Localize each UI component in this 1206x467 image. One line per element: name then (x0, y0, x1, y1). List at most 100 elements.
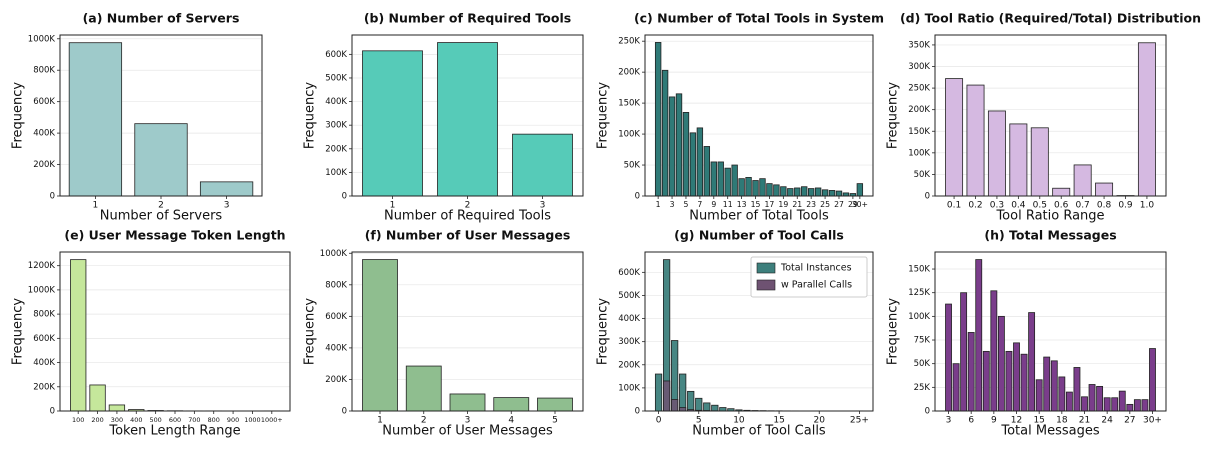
plot-frame (351, 251, 584, 412)
x-tick-label: 1 (93, 201, 99, 211)
y-tick-label: 500K (618, 291, 640, 301)
bar (745, 177, 752, 197)
y-tick-label: 600K (325, 312, 347, 322)
y-tick-label: 150K (908, 265, 930, 275)
x-tick-label: 0.1 (947, 201, 961, 211)
y-axis-label: Frequency (886, 82, 901, 149)
x-tick-label: 0.9 (1118, 201, 1133, 211)
y-axis-label: Frequency (303, 298, 318, 365)
y-tick-label: 200K (908, 105, 930, 115)
y-tick-label: 800K (33, 310, 55, 320)
bar (108, 404, 126, 412)
x-tick-label: 900 (227, 416, 239, 424)
x-tick-label: 1000+ (261, 416, 283, 424)
bar (134, 123, 188, 197)
x-tick-label: 0.2 (968, 201, 982, 211)
bar (975, 259, 983, 412)
legend-swatch (756, 262, 776, 274)
bar (1013, 342, 1020, 412)
bar (835, 190, 843, 197)
x-tick-label: 3 (946, 416, 952, 426)
y-tick-label: 300K (908, 62, 930, 72)
y-tick-label: 150K (618, 99, 640, 109)
x-axis-label: Tool Ratio Range (995, 209, 1104, 224)
y-tick-label: 50K (624, 161, 641, 171)
bar (987, 110, 1006, 197)
y-tick-label: 0 (635, 407, 640, 417)
bar (717, 161, 724, 197)
bar (654, 42, 662, 197)
x-tick-label: 700 (188, 416, 200, 424)
x-axis-label: Total Messages (1000, 424, 1099, 439)
x-tick-label: 10 (733, 416, 745, 426)
y-tick-label: 25K (914, 383, 931, 393)
x-tick-label: 1 (656, 200, 661, 209)
plot-frame (644, 34, 874, 197)
bar (661, 69, 669, 197)
y-tick-label: 250K (908, 84, 930, 94)
x-tick-label: 200 (91, 416, 103, 424)
bar (1081, 396, 1088, 412)
bar (405, 365, 442, 412)
bar (967, 332, 975, 412)
bar (1058, 376, 1066, 412)
y-tick-label: 0 (342, 192, 347, 202)
bar (719, 407, 727, 412)
x-tick-label: 0.5 (1033, 201, 1047, 211)
chart-title: (c) Number of Total Tools in System (634, 11, 884, 26)
bar (773, 184, 780, 197)
bar (654, 373, 663, 412)
y-axis-label: Frequency (886, 298, 901, 365)
bar (759, 178, 766, 197)
legend-box (750, 256, 868, 298)
chart-title: (d) Tool Ratio (Required/Total) Distribu… (900, 11, 1201, 26)
bar (449, 393, 486, 412)
bar (1149, 348, 1156, 412)
y-tick-label: 200K (618, 360, 640, 370)
y-tick-label: 600K (325, 50, 347, 60)
y-tick-label: 300K (325, 121, 347, 131)
y-tick-label: 200K (33, 160, 55, 170)
x-tick-label: 13 (737, 200, 747, 209)
y-tick-label: 600K (618, 268, 640, 278)
x-tick-label: 9 (711, 200, 716, 209)
y-axis-label: Frequency (596, 82, 611, 149)
plot-frame (59, 34, 263, 197)
x-tick-label: 12 (1011, 416, 1022, 426)
bar (695, 397, 703, 412)
x-tick-label: 30+ (852, 200, 868, 209)
y-tick-label: 100K (908, 148, 930, 158)
bar (89, 384, 106, 412)
chart-title: (e) User Message Token Length (64, 228, 285, 243)
x-tick-label: 1 (377, 416, 383, 426)
bar (1030, 127, 1049, 197)
x-tick-label: 2 (421, 416, 427, 426)
bar (1065, 391, 1073, 412)
y-tick-label: 0 (342, 407, 347, 417)
y-tick-label: 100K (908, 312, 930, 322)
chart-title: (b) Number of Required Tools (364, 11, 571, 26)
y-tick-label: 350K (908, 40, 930, 50)
x-tick-label: 23 (806, 200, 816, 209)
bar (1020, 353, 1028, 412)
x-axis-label: Number of Required Tools (384, 209, 551, 224)
plot-frame (351, 34, 584, 197)
bar (752, 180, 759, 197)
bar (1035, 379, 1043, 412)
x-tick-label: 5 (684, 200, 689, 209)
x-tick-label: 300 (111, 416, 123, 424)
y-tick-label: 0 (50, 192, 55, 202)
bar (821, 189, 829, 197)
bar (1043, 356, 1051, 412)
bar (710, 161, 717, 197)
x-tick-label: 24 (1101, 416, 1113, 426)
y-tick-label: 0 (50, 407, 55, 417)
bar (675, 93, 683, 197)
bar (738, 178, 745, 197)
bar (828, 190, 836, 197)
y-tick-label: 400K (325, 343, 347, 353)
bar (437, 42, 498, 197)
y-axis-label: Frequency (11, 298, 26, 365)
bar (1095, 182, 1114, 197)
x-tick-label: 18 (1056, 416, 1068, 426)
